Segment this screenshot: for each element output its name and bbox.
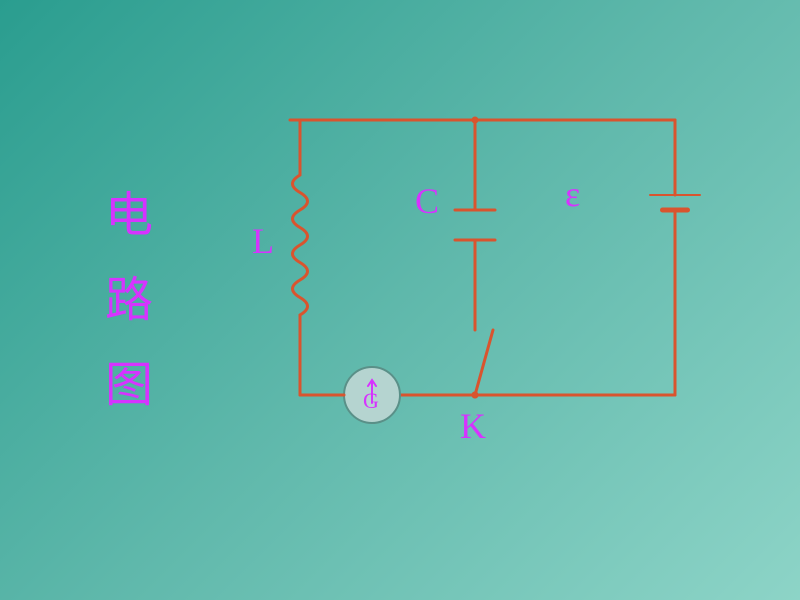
title-char-3: 图 (105, 345, 153, 415)
switch-label: K (460, 405, 486, 447)
battery-label: ε (565, 173, 580, 215)
title-char-1: 电 (105, 175, 153, 245)
inductor-label: L (252, 220, 274, 262)
galvanometer-label: G (363, 388, 379, 414)
title-char-2: 路 (105, 260, 153, 330)
capacitor-label: C (415, 180, 439, 222)
